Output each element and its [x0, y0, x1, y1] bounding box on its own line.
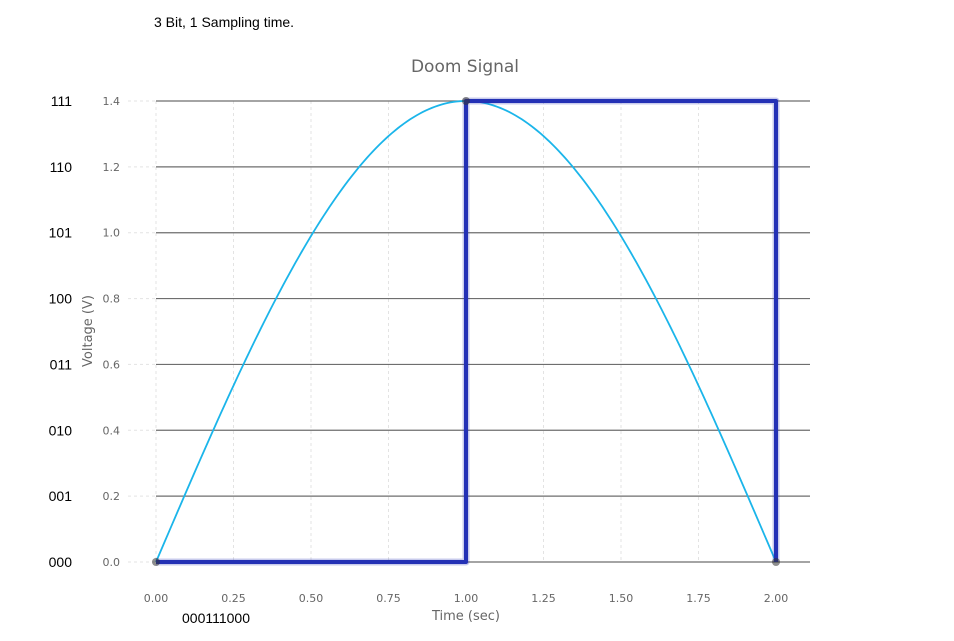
quantization-code-label: 111 [51, 93, 72, 109]
tick-labels: 0.00 0.25 0.50 0.75 1.00 1.25 1.50 1.75 2.00 0.0 0… [103, 95, 789, 605]
y-tick-label: 0.4 [103, 424, 121, 437]
grid-layer [128, 101, 776, 562]
quantization-code-label: 001 [49, 488, 73, 504]
bit-sequence: 000111000 [182, 610, 250, 626]
y-tick-label: 0.8 [103, 293, 121, 306]
x-tick-label: 0.50 [299, 592, 324, 605]
sample-point [772, 558, 780, 566]
code-labels: 000 001 010 011 100 101 110 111 [49, 93, 73, 570]
sample-point [462, 97, 470, 105]
quantization-code-label: 000 [49, 554, 73, 570]
x-tick-label: 2.00 [764, 592, 789, 605]
x-tick-label: 1.50 [609, 592, 634, 605]
quantization-code-label: 010 [49, 422, 73, 438]
quantization-code-label: 101 [49, 225, 73, 241]
quantized-signal-line [156, 101, 776, 562]
y-tick-label: 1.0 [103, 227, 121, 240]
x-axis-label: Time (sec) [431, 609, 500, 624]
x-tick-label: 1.00 [454, 592, 479, 605]
x-tick-label: 1.75 [686, 592, 711, 605]
y-tick-label: 0.6 [103, 358, 121, 371]
sample-point [152, 558, 160, 566]
quantization-code-label: 100 [49, 291, 73, 307]
x-tick-label: 1.25 [531, 592, 556, 605]
x-tick-label: 0.75 [376, 592, 401, 605]
y-tick-label: 0.2 [103, 490, 121, 503]
chart-title: Doom Signal [411, 57, 519, 77]
y-axis-label: Voltage (V) [81, 295, 96, 367]
quantization-code-label: 110 [50, 159, 73, 175]
quantization-code-label: 011 [50, 356, 73, 372]
y-tick-label: 1.4 [103, 95, 121, 108]
x-tick-label: 0.00 [144, 592, 169, 605]
series-layer [156, 101, 776, 562]
x-tick-label: 0.25 [221, 592, 246, 605]
y-tick-label: 0.0 [103, 556, 121, 569]
quantization-level-lines [156, 101, 810, 562]
y-tick-label: 1.2 [103, 161, 121, 174]
